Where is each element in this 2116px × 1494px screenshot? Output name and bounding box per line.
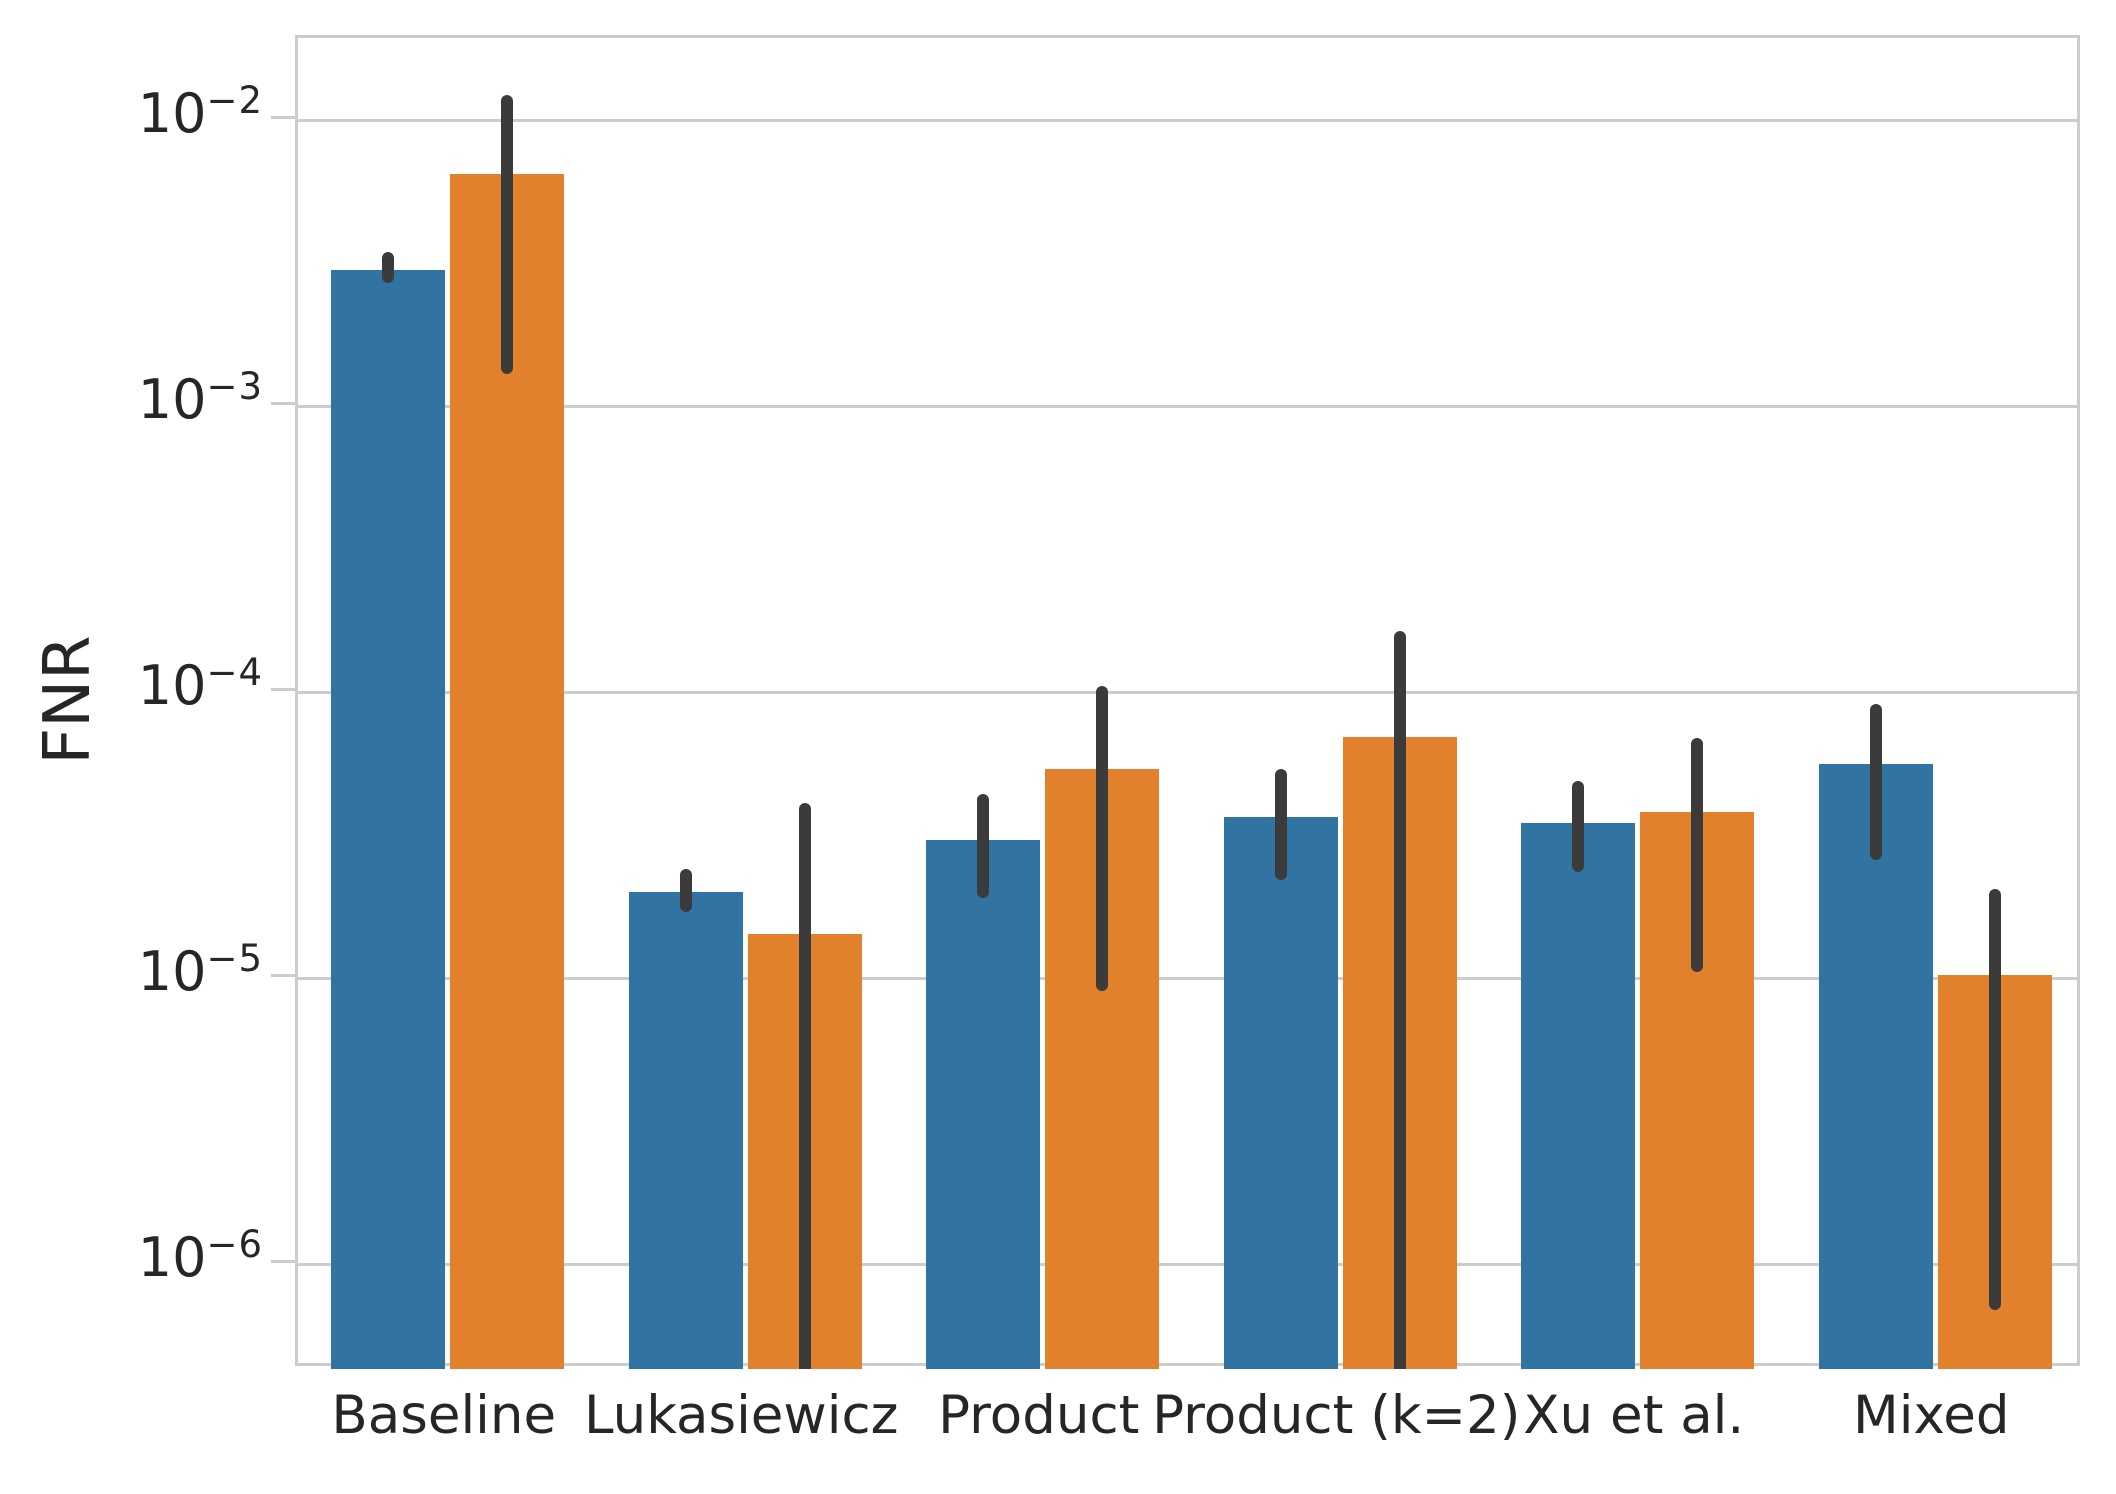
x-tick-label-xu-et-al-: Xu et al. xyxy=(1523,1385,1745,1446)
y-gridline-10−3 xyxy=(298,404,2077,408)
bar-blue-product-k-2- xyxy=(1223,817,1338,1369)
error-bar-orange-baseline xyxy=(501,94,513,374)
error-bar-blue-lukasiewicz xyxy=(679,869,692,913)
x-tick-label-product-k-2-: Product (k=2) xyxy=(1152,1385,1521,1446)
y-gridline-10−2 xyxy=(298,118,2077,122)
y-tick-mark xyxy=(271,115,295,119)
error-bar-blue-product-k-2- xyxy=(1274,768,1287,881)
bar-blue-xu-et-al- xyxy=(1521,822,1635,1369)
error-bar-orange-lukasiewicz xyxy=(798,802,811,1369)
error-bar-orange-mixed xyxy=(1988,889,2001,1311)
error-bar-blue-xu-et-al- xyxy=(1572,780,1584,873)
bar-blue-product xyxy=(926,839,1040,1369)
y-tick-mark xyxy=(271,687,295,691)
y-tick-label-10−5: 10−5 xyxy=(137,937,263,1004)
x-tick-label-product: Product xyxy=(938,1385,1140,1446)
error-bar-orange-xu-et-al- xyxy=(1691,738,1703,973)
error-bar-blue-baseline xyxy=(382,252,394,283)
x-tick-label-baseline: Baseline xyxy=(331,1385,557,1446)
y-tick-label-10−2: 10−2 xyxy=(137,79,263,146)
bar-blue-mixed xyxy=(1818,764,1933,1369)
y-tick-mark xyxy=(271,401,295,405)
plot-area xyxy=(295,35,2080,1369)
bar-blue-lukasiewicz xyxy=(628,892,743,1369)
y-tick-mark xyxy=(271,973,295,977)
bar-blue-baseline xyxy=(331,269,445,1369)
x-tick-label-lukasiewicz: Lukasiewicz xyxy=(584,1385,899,1446)
y-tick-label-10−3: 10−3 xyxy=(137,365,263,432)
y-gridline-10−6 xyxy=(298,1262,2077,1266)
y-tick-label-10−6: 10−6 xyxy=(137,1223,263,1290)
error-bar-blue-mixed xyxy=(1869,703,1882,860)
y-tick-label-10−4: 10−4 xyxy=(137,651,263,718)
y-gridline-10−4 xyxy=(298,690,2077,694)
x-tick-label-mixed: Mixed xyxy=(1853,1385,2010,1446)
y-gridline-10−5 xyxy=(298,976,2077,980)
error-bar-blue-product xyxy=(977,794,989,899)
error-bar-orange-product xyxy=(1096,686,1108,992)
error-bar-orange-product-k-2- xyxy=(1393,630,1406,1369)
y-tick-mark xyxy=(271,1259,295,1263)
